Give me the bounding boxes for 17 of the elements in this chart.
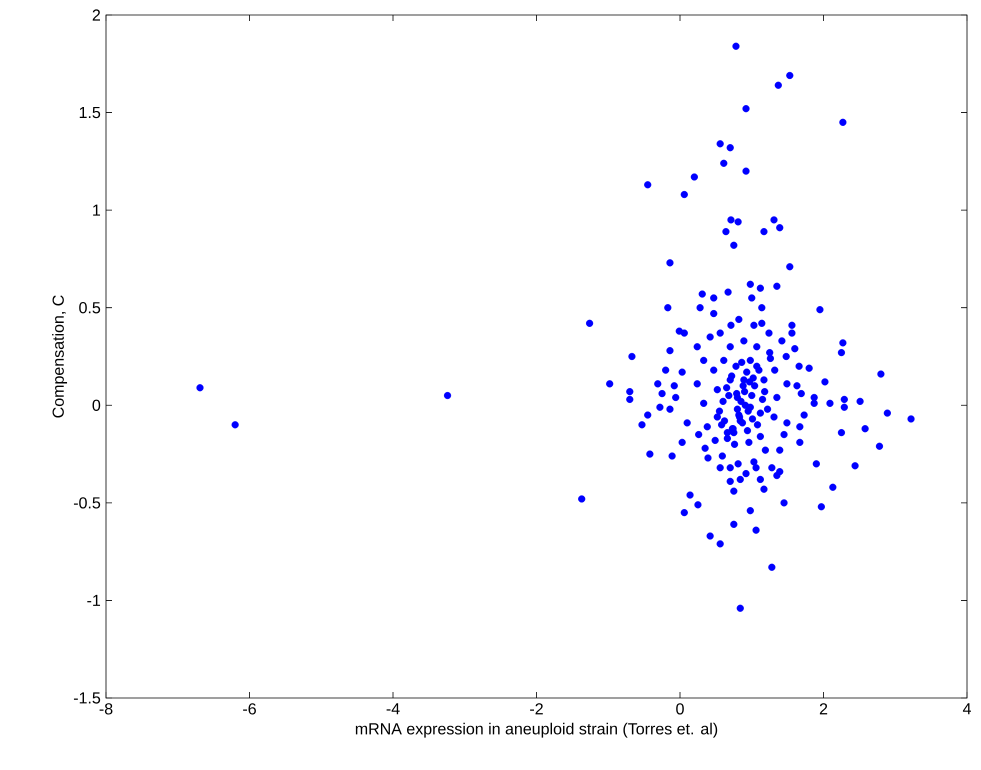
y-tick-label: 1 [93, 204, 100, 216]
x-tick-label: 4 [962, 703, 971, 714]
y-tick-label: -0.5 [74, 497, 100, 509]
y-tick-label: 0 [92, 400, 100, 411]
y-tick-label: 2 [92, 9, 100, 21]
x-tick-label: -2 [530, 703, 543, 714]
y-axis-title: Compensation, C [52, 295, 68, 418]
y-tick-label: 1.5 [80, 106, 100, 118]
x-tick-label: -8 [100, 703, 112, 715]
y-tick-label: -1.5 [74, 692, 100, 704]
y-tick-label: 0.5 [79, 302, 100, 314]
x-tick-label: 0 [676, 703, 684, 715]
x-axis-title: mRNA expression in aneuploid strain (Torres et. al) [356, 722, 718, 738]
x-tick-label: -4 [386, 703, 400, 714]
x-tick-label: 2 [820, 703, 828, 714]
y-tick-label: -1 [87, 594, 100, 606]
x-tick-label: -6 [243, 703, 256, 715]
